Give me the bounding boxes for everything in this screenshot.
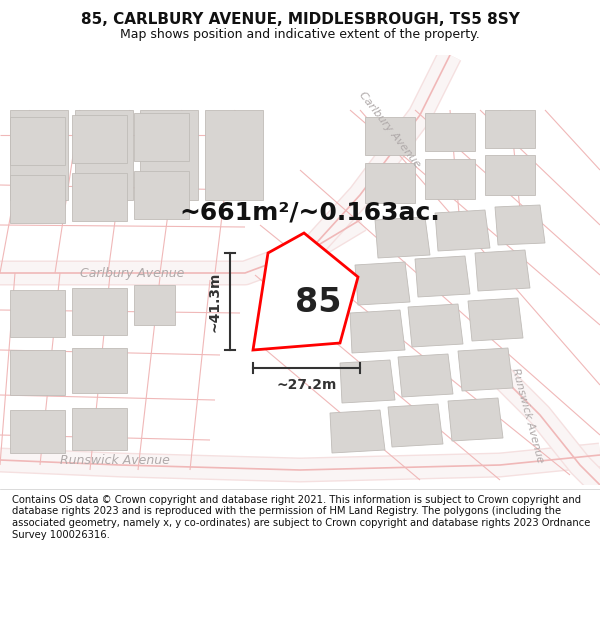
- Text: ~41.3m: ~41.3m: [208, 271, 222, 332]
- Polygon shape: [388, 404, 443, 447]
- Polygon shape: [495, 205, 545, 245]
- Polygon shape: [72, 288, 127, 335]
- Polygon shape: [485, 155, 535, 195]
- Polygon shape: [10, 110, 68, 200]
- Polygon shape: [72, 173, 127, 221]
- Polygon shape: [72, 348, 127, 393]
- Text: 85, CARLBURY AVENUE, MIDDLESBROUGH, TS5 8SY: 85, CARLBURY AVENUE, MIDDLESBROUGH, TS5 …: [80, 12, 520, 27]
- Polygon shape: [134, 285, 175, 325]
- Polygon shape: [408, 304, 463, 347]
- Polygon shape: [425, 159, 475, 199]
- Text: Carlbury Avenue: Carlbury Avenue: [80, 266, 184, 279]
- Polygon shape: [355, 262, 410, 305]
- Text: Map shows position and indicative extent of the property.: Map shows position and indicative extent…: [120, 28, 480, 41]
- Polygon shape: [10, 117, 65, 165]
- Text: Runswick Avenue: Runswick Avenue: [60, 454, 170, 466]
- Polygon shape: [10, 175, 65, 223]
- Polygon shape: [365, 117, 415, 155]
- Polygon shape: [415, 256, 470, 297]
- Polygon shape: [10, 290, 65, 337]
- Text: ~27.2m: ~27.2m: [277, 378, 337, 392]
- Polygon shape: [205, 110, 263, 200]
- Polygon shape: [134, 171, 189, 219]
- Text: ~661m²/~0.163ac.: ~661m²/~0.163ac.: [179, 201, 440, 225]
- Polygon shape: [10, 350, 65, 395]
- Polygon shape: [140, 110, 198, 200]
- Polygon shape: [365, 163, 415, 203]
- Polygon shape: [340, 360, 395, 403]
- Text: Carlbury Avenue: Carlbury Avenue: [358, 90, 422, 170]
- Text: Runswick Avenue: Runswick Avenue: [511, 366, 545, 464]
- Text: 85: 85: [295, 286, 341, 319]
- Polygon shape: [278, 293, 310, 323]
- Polygon shape: [350, 310, 405, 353]
- Polygon shape: [425, 113, 475, 151]
- Polygon shape: [485, 110, 535, 148]
- Text: Contains OS data © Crown copyright and database right 2021. This information is : Contains OS data © Crown copyright and d…: [12, 495, 590, 539]
- Polygon shape: [330, 410, 385, 453]
- Polygon shape: [468, 298, 523, 341]
- Polygon shape: [75, 110, 133, 200]
- Polygon shape: [375, 217, 430, 258]
- Polygon shape: [448, 398, 503, 441]
- Polygon shape: [134, 113, 189, 161]
- Polygon shape: [72, 115, 127, 163]
- Polygon shape: [72, 408, 127, 450]
- Polygon shape: [475, 250, 530, 291]
- Polygon shape: [435, 210, 490, 251]
- Polygon shape: [10, 410, 65, 453]
- Polygon shape: [398, 354, 453, 397]
- Polygon shape: [253, 233, 358, 350]
- Polygon shape: [458, 348, 513, 391]
